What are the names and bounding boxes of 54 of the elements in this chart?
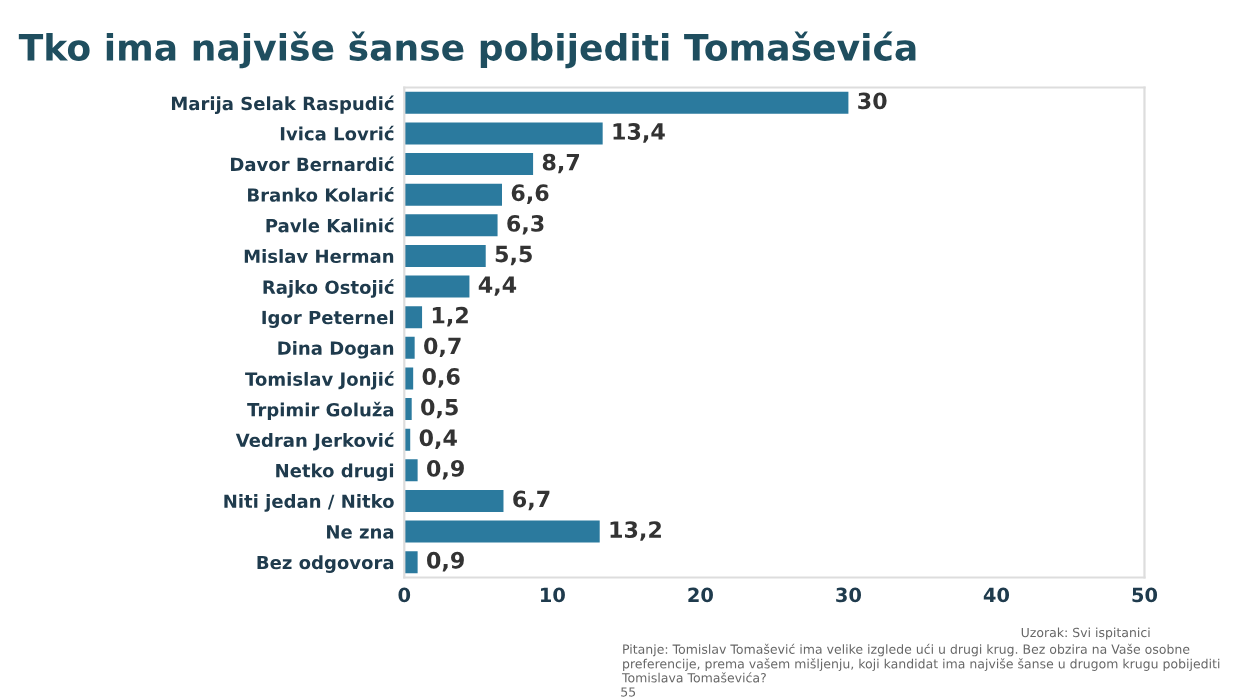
y-tick-label: Rajko Ostojić <box>263 279 394 298</box>
data-label: 30 <box>858 92 887 110</box>
x-tick-label: 40 <box>983 587 1010 603</box>
bar <box>404 275 470 298</box>
x-tick-label: 50 <box>1132 587 1158 603</box>
bar <box>404 336 415 359</box>
bar <box>404 367 414 390</box>
y-tick-label: Bez odgovora <box>257 555 394 573</box>
bar <box>404 459 418 482</box>
bar <box>404 153 534 176</box>
data-label: 0,9 <box>427 459 464 480</box>
bar <box>404 244 486 267</box>
data-label: 6,3 <box>507 214 544 235</box>
bar <box>404 489 504 512</box>
bar <box>404 91 849 114</box>
y-tick-label: Trpimir Goluža <box>247 401 394 421</box>
chart-title: Tko ima najviše šanse pobijediti Tomaševića <box>18 31 916 69</box>
x-tick-label: 10 <box>541 587 565 603</box>
data-label: 8,7 <box>542 153 580 174</box>
y-tick-label: Marija Selak Raspudić <box>171 95 394 114</box>
x-tick-label: 30 <box>836 587 862 603</box>
data-label: 0,9 <box>427 551 464 572</box>
y-tick-label: Dina Dogan <box>278 340 394 359</box>
bar <box>404 214 498 237</box>
y-tick-label: Tomislav Jonjić <box>245 371 394 390</box>
bar <box>404 183 502 206</box>
bar <box>404 122 603 145</box>
x-tick-label: 20 <box>688 587 713 603</box>
x-tick-label: 0 <box>398 587 411 603</box>
data-label: 6,7 <box>513 490 550 511</box>
y-tick-label: Vedran Jerković <box>235 432 394 451</box>
y-tick-label: Igor Peternel <box>262 310 394 328</box>
data-label: 0,4 <box>419 429 457 449</box>
data-label: 4,4 <box>478 276 517 296</box>
data-label: 0,6 <box>422 368 460 388</box>
y-tick-label: Mislav Herman <box>244 249 394 264</box>
y-tick-label: Branko Kolarić <box>248 187 394 202</box>
y-tick-label: Ivica Lovrić <box>280 125 394 141</box>
bar <box>404 306 423 329</box>
data-label: 13,4 <box>613 123 665 143</box>
y-tick-label: Pavle Kalinić <box>266 217 394 233</box>
y-tick-label: Davor Bernardić <box>231 156 394 172</box>
bar <box>404 520 600 543</box>
y-tick-label: Netko drugi <box>276 463 394 482</box>
y-tick-label: Niti jedan / Nitko <box>224 494 394 512</box>
bar <box>404 551 418 574</box>
data-label: 5,5 <box>495 245 532 266</box>
data-label: 6,6 <box>511 184 549 204</box>
data-label: 0,5 <box>421 398 458 419</box>
data-label: 13,2 <box>610 521 661 541</box>
y-tick-label: Ne zna <box>327 525 394 539</box>
data-label: 0,7 <box>424 337 461 358</box>
data-label: 1,2 <box>432 306 468 327</box>
bar <box>404 398 412 421</box>
